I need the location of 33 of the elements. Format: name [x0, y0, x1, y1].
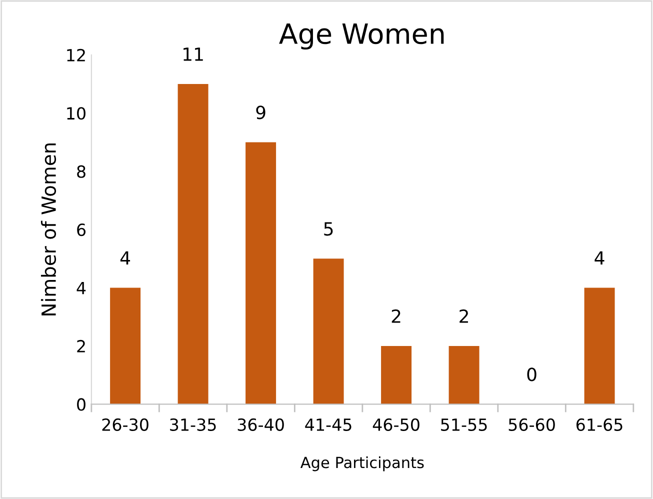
data-label: 0 — [527, 368, 536, 382]
data-label: 2 — [392, 309, 400, 323]
y-tick-label: 6 — [77, 224, 86, 236]
data-label: 4 — [120, 251, 130, 265]
y-tick-label: 2 — [77, 340, 85, 352]
x-tick-label: 26-30 — [102, 418, 148, 431]
data-label: 2 — [460, 309, 468, 323]
x-tick-label: 36-40 — [238, 418, 284, 431]
data-label: 9 — [256, 106, 266, 120]
y-tick-label: 10 — [67, 107, 86, 120]
bar — [178, 84, 208, 404]
bar — [448, 346, 480, 404]
bar — [584, 288, 615, 404]
y-tick-label: 4 — [76, 282, 86, 294]
x-tick-label: 41-45 — [305, 418, 352, 431]
y-tick-label: 8 — [77, 165, 86, 178]
data-label: 4 — [594, 251, 604, 265]
y-axis-title: Nimber of Women — [40, 143, 56, 316]
x-tick-label: 31-35 — [170, 418, 216, 431]
y-tick-label: 0 — [77, 398, 86, 411]
data-label: 11 — [184, 48, 203, 61]
bar — [313, 258, 344, 404]
bar — [381, 346, 412, 404]
bar — [110, 288, 141, 404]
data-label: 5 — [324, 222, 333, 236]
x-tick-label: 61-65 — [576, 418, 622, 431]
bar — [246, 142, 276, 404]
x-tick-label: 56-60 — [508, 418, 555, 431]
x-tick-label: 46-50 — [372, 418, 420, 431]
y-tick-label: 12 — [67, 48, 85, 62]
x-axis-title: Age Participants — [300, 456, 424, 472]
x-tick-label: 51-55 — [441, 418, 487, 431]
chart-title: Age Women — [279, 24, 444, 50]
